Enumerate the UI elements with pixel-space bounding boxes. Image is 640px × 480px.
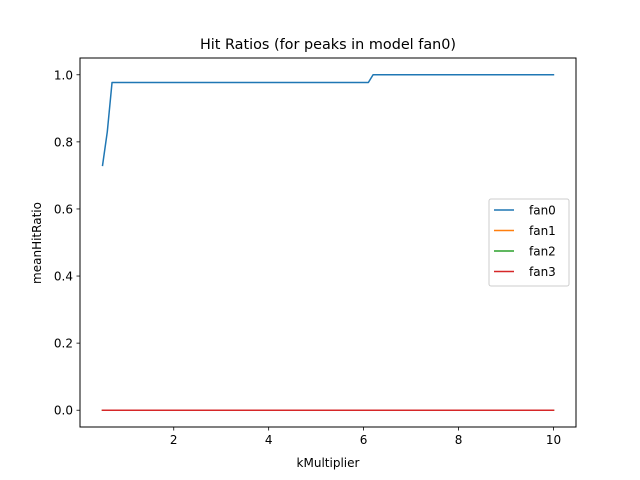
- x-tick-label: 2: [170, 433, 178, 447]
- x-axis-ticks: 2 4 6 8 10: [170, 427, 561, 447]
- y-tick-label: 0.0: [54, 404, 73, 418]
- legend-label-fan3: fan3: [529, 265, 556, 279]
- y-tick-label: 0.8: [54, 135, 73, 149]
- x-axis-label: kMultiplier: [297, 456, 360, 470]
- plot-frame: [79, 57, 577, 428]
- y-axis-label: meanHitRatio: [30, 202, 44, 284]
- x-tick-label: 6: [360, 433, 368, 447]
- x-tick-label: 4: [265, 433, 273, 447]
- x-tick-label: 8: [455, 433, 463, 447]
- legend: fan0 fan1 fan2 fan3: [488, 198, 570, 287]
- chart-title: Hit Ratios (for peaks in model fan0): [200, 37, 456, 53]
- y-tick-label: 1.0: [54, 68, 73, 82]
- legend-label-fan2: fan2: [529, 245, 556, 259]
- y-tick-label: 0.4: [54, 270, 73, 284]
- series-layer: [101, 74, 555, 411]
- legend-label-fan1: fan1: [529, 224, 556, 238]
- y-tick-label: 0.6: [54, 202, 73, 216]
- legend-label-fan0: fan0: [529, 204, 556, 218]
- x-tick-label: 10: [546, 433, 561, 447]
- y-axis-ticks: 0.0 0.2 0.4 0.6 0.8 1.0: [54, 68, 80, 418]
- legend-box: [488, 198, 570, 287]
- series-line-fan0: [101, 74, 555, 167]
- y-tick-label: 0.2: [54, 337, 73, 351]
